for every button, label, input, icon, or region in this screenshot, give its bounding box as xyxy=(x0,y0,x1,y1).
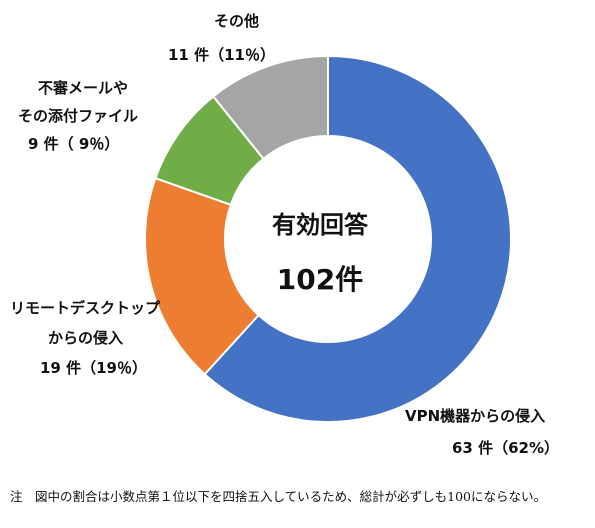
label-vpn: VPN機器からの侵入 63 件（62%） xyxy=(405,406,559,458)
label-mail-name-2: その添付ファイル xyxy=(18,107,139,125)
label-remote-name-1: リモートデスクトップ xyxy=(10,299,161,317)
label-mail: 不審メールや その添付ファイル 9 件（ 9％） xyxy=(18,78,138,154)
donut-slice-0 xyxy=(203,54,512,423)
label-vpn-name: VPN機器からの侵入 xyxy=(405,407,546,425)
donut-slice-3 xyxy=(211,54,329,161)
label-remote: リモートデスクトップ からの侵入 19 件（19％） xyxy=(10,298,160,378)
label-mail-name-1: 不審メールや xyxy=(38,79,129,97)
footnote: 注 図中の割合は小数点第１位以下を四捨五入しているため、総計が必ずしも100にな… xyxy=(10,489,546,504)
label-mail-count: 9 件（ 9％） xyxy=(28,135,120,153)
label-remote-name-2: からの侵入 xyxy=(48,329,124,347)
donut-chart xyxy=(144,54,512,423)
chart-center-title: 有効回答 xyxy=(272,211,368,239)
label-remote-count: 19 件（19％） xyxy=(40,359,147,377)
label-other-count: 11 件（11％） xyxy=(168,46,275,64)
label-other: その他 11 件（11％） xyxy=(168,11,275,65)
chart-center-value: 102件 xyxy=(276,263,364,296)
label-other-name: その他 xyxy=(213,12,259,30)
label-vpn-count: 63 件（62%） xyxy=(452,439,559,457)
